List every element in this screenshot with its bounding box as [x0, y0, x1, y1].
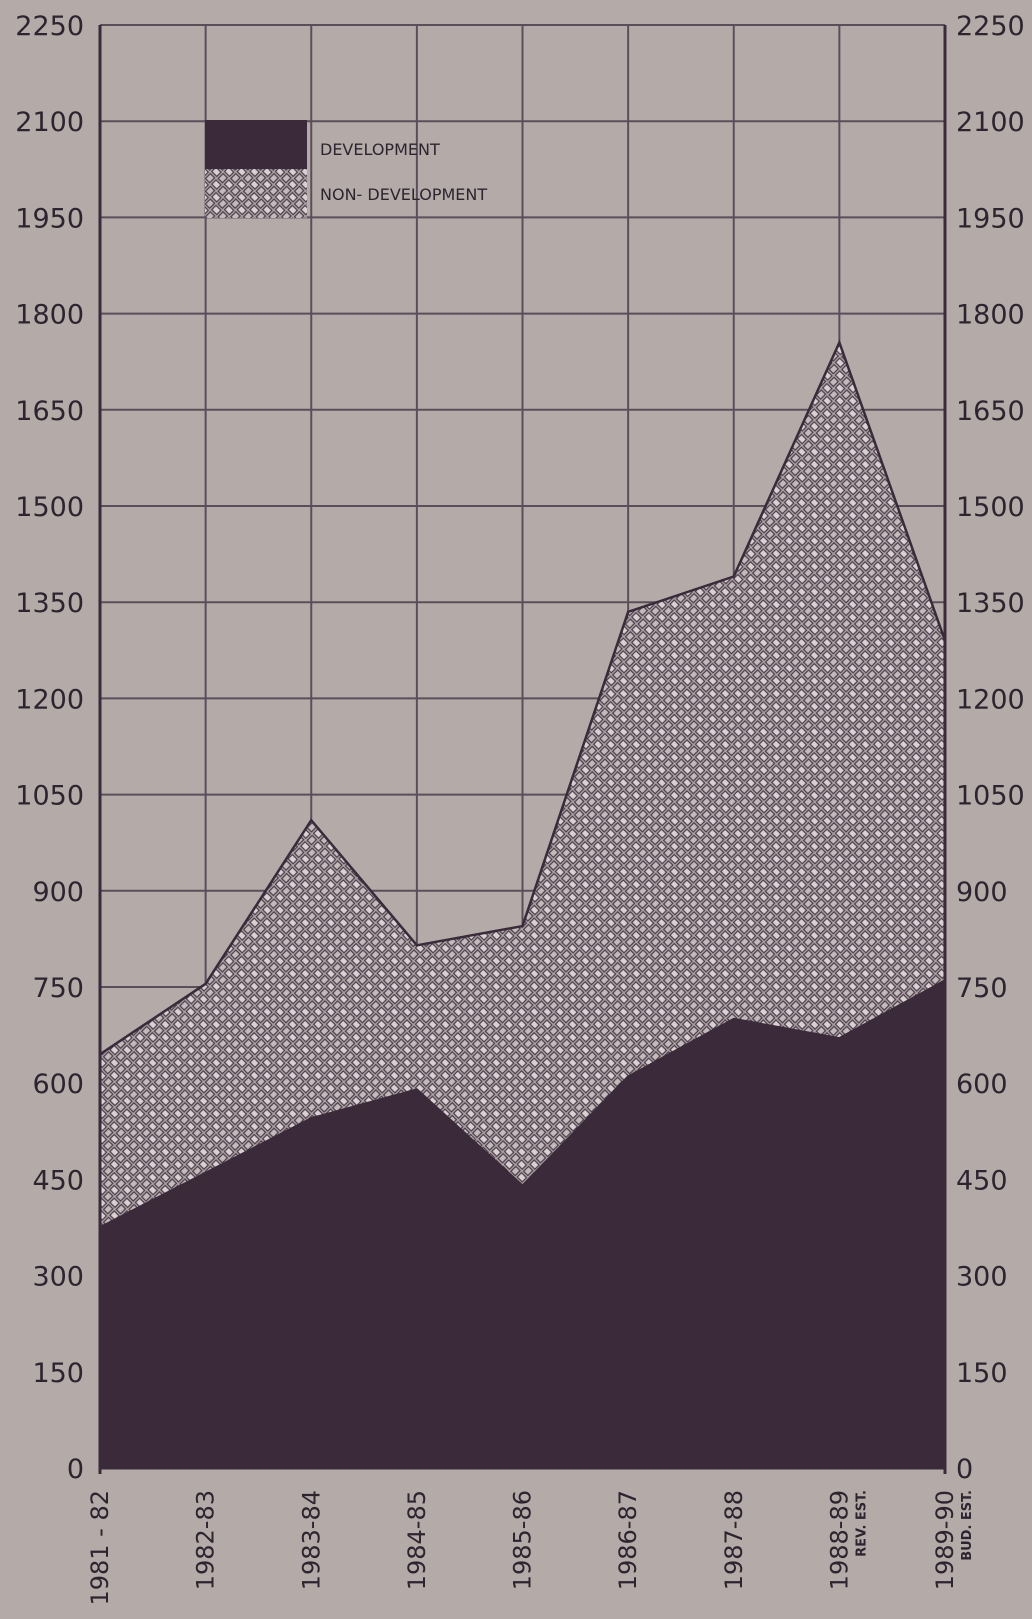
y-tick-label-right: 1350 [956, 588, 1025, 619]
y-tick-label-right: 150 [956, 1358, 1008, 1389]
legend-swatch-development [205, 120, 307, 169]
y-tick-label-left: 2100 [15, 107, 84, 138]
x-tick-label: 1982-83 [192, 1490, 220, 1590]
x-tick-label: 1985-86 [509, 1490, 537, 1590]
y-tick-label-right: 750 [956, 973, 1008, 1004]
y-tick-label-left: 1050 [15, 781, 84, 812]
y-axis-left: 0 150 300 450 600 750 900 1050 1200 1350 1500 1650 1… [15, 11, 84, 1485]
x-tick-label: 1984-85 [403, 1490, 431, 1590]
y-tick-label-left: 1800 [15, 300, 84, 331]
y-tick-label-right: 2100 [956, 107, 1025, 138]
y-tick-label-right: 2250 [956, 11, 1025, 42]
plot-frame [98, 25, 947, 1474]
x-tick-label: 1988-89 [825, 1490, 853, 1590]
y-tick-label-right: 300 [956, 1262, 1008, 1293]
y-tick-label-right: 1200 [956, 684, 1025, 715]
y-tick-label-left: 900 [32, 877, 84, 908]
y-tick-label-left: 150 [32, 1358, 84, 1389]
x-tick-label: 1987-88 [720, 1490, 748, 1590]
area-development [100, 980, 945, 1468]
x-tick-label: 1989-90 [931, 1490, 959, 1590]
y-tick-label-right: 0 [956, 1454, 973, 1485]
y-tick-label-left: 1200 [15, 684, 84, 715]
y-tick-label-right: 1800 [956, 300, 1025, 331]
y-tick-label-right: 450 [956, 1165, 1008, 1196]
x-tick-label: 1983-84 [297, 1490, 325, 1590]
x-tick-label: 1986-87 [614, 1490, 642, 1590]
y-tick-label-left: 0 [67, 1454, 84, 1485]
legend: DEVELOPMENT NON- DEVELOPMENT [205, 120, 487, 218]
y-tick-label-left: 450 [32, 1165, 84, 1196]
y-tick-label-left: 600 [32, 1069, 84, 1100]
y-tick-label-left: 1350 [15, 588, 84, 619]
y-tick-label-left: 1950 [15, 203, 84, 234]
y-tick-label-left: 1500 [15, 492, 84, 523]
y-tick-label-right: 1950 [956, 203, 1025, 234]
y-tick-label-left: 2250 [15, 11, 84, 42]
y-tick-label-right: 1650 [956, 396, 1025, 427]
y-axis-right: 0 150 300 450 600 750 900 1050 1200 1350 1500 1650 1… [956, 11, 1025, 1485]
x-tick-sublabel: BUD. EST. [960, 1490, 975, 1561]
y-tick-label-left: 1650 [15, 396, 84, 427]
legend-label-non-development: NON- DEVELOPMENT [320, 185, 487, 204]
y-tick-label-right: 900 [956, 877, 1008, 908]
legend-swatch-non-development [205, 169, 307, 218]
legend-label-development: DEVELOPMENT [320, 140, 440, 159]
y-tick-label-right: 1050 [956, 781, 1025, 812]
x-tick-sublabel: REV. EST. [854, 1490, 869, 1557]
x-axis: 1981 - 82 1982-83 1983-84 1984-85 1985-86 198… [86, 1490, 975, 1606]
y-tick-label-right: 600 [956, 1069, 1008, 1100]
y-tick-label-right: 1500 [956, 492, 1025, 523]
x-tick-label: 1981 - 82 [86, 1490, 114, 1606]
y-tick-label-left: 300 [32, 1262, 84, 1293]
y-tick-label-left: 750 [32, 973, 84, 1004]
